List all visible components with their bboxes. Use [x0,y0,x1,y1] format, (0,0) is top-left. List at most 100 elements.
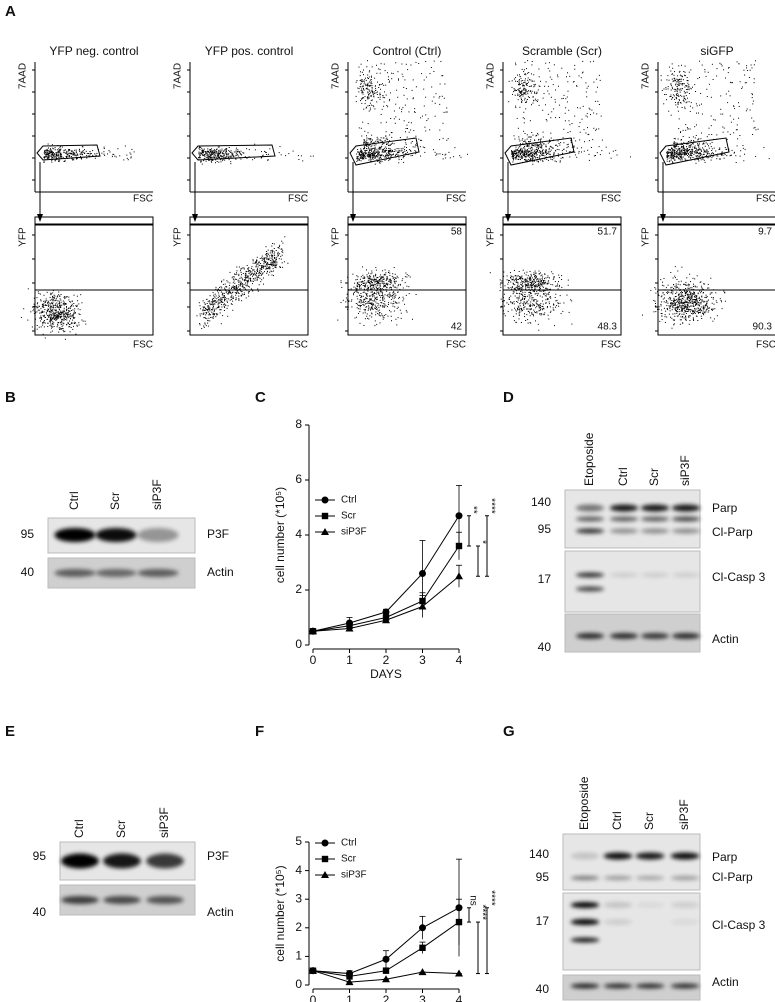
cell-dot [364,83,365,84]
cell-dot [253,274,254,275]
cell-dot [218,303,219,304]
cell-dot [70,153,71,154]
cell-dot [272,257,273,258]
cell-dot [234,277,235,278]
cell-dot [51,315,52,316]
cell-dot [391,281,392,282]
cell-dot [527,99,528,100]
cell-dot [343,300,344,301]
cell-dot [57,306,58,307]
cell-dot [377,82,378,83]
cell-dot [70,331,71,332]
cell-dot [535,145,536,146]
cell-dot [551,159,552,160]
cell-dot [512,87,513,88]
cell-dot [585,133,586,134]
cell-dot [33,309,34,310]
cell-dot [384,156,385,157]
cell-dot [215,300,216,301]
cell-dot [527,73,528,74]
cell-dot [513,293,514,294]
cell-dot [207,307,208,308]
cell-dot [525,160,526,161]
cell-dot [547,277,548,278]
cell-dot [361,302,362,303]
cell-dot [580,108,581,109]
cell-dot [71,322,72,323]
cell-dot [548,86,549,87]
cell-dot [404,146,405,147]
cell-dot [536,149,537,150]
cell-dot [596,113,597,114]
cell-dot [360,157,361,158]
cell-dot [34,304,35,305]
cell-dot [548,160,549,161]
cell-dot [532,61,533,62]
cell-dot [255,278,256,279]
cell-dot [681,81,682,82]
cell-dot [223,284,224,285]
cell-dot [71,305,72,306]
cell-dot [367,75,368,76]
cell-dot [371,292,372,293]
cell-dot [384,298,385,299]
cell-dot [512,162,513,163]
cell-dot [249,273,250,274]
cell-dot [263,263,264,264]
cell-dot [384,143,385,144]
cell-dot [530,120,531,121]
cell-dot [599,146,600,147]
cell-dot [528,78,529,79]
cell-dot [55,149,56,150]
cell-dot [360,86,361,87]
cell-dot [78,322,79,323]
cell-dot [439,130,440,131]
cell-dot [525,285,526,286]
cell-dot [260,258,261,259]
cell-dot [210,304,211,305]
cell-dot [507,284,508,285]
cell-dot [260,273,261,274]
cell-dot [549,62,550,63]
cell-dot [668,155,669,156]
cell-dot [431,87,432,88]
cell-dot [536,286,537,287]
cell-dot [528,286,529,287]
cell-dot [385,147,386,148]
cell-dot [394,111,395,112]
cell-dot [212,317,213,318]
cell-dot [271,258,272,259]
cell-dot [425,97,426,98]
cell-dot [209,309,210,310]
cell-dot [523,309,524,310]
cell-dot [393,154,394,155]
cell-dot [529,280,530,281]
cell-dot [264,259,265,260]
cell-dot [369,154,370,155]
cell-dot [272,275,273,276]
cell-dot [227,302,228,303]
cell-dot [257,280,258,281]
cell-dot [375,314,376,315]
cell-dot [269,255,270,256]
cell-dot [553,154,554,155]
cell-dot [241,274,242,275]
cell-dot [363,158,364,159]
cell-dot [666,89,667,90]
cell-dot [119,155,120,156]
cell-dot [50,306,51,307]
cell-dot [538,284,539,285]
cell-dot [262,265,263,266]
cell-dot [266,258,267,259]
cell-dot [593,82,594,83]
cell-dot [514,284,515,285]
cell-dot [220,312,221,313]
cell-dot [385,85,386,86]
cell-dot [711,160,712,161]
cell-dot [60,146,61,147]
cell-dot [131,156,132,157]
cell-dot [375,275,376,276]
cell-dot [515,322,516,323]
cell-dot [536,285,537,286]
cell-dot [370,273,371,274]
